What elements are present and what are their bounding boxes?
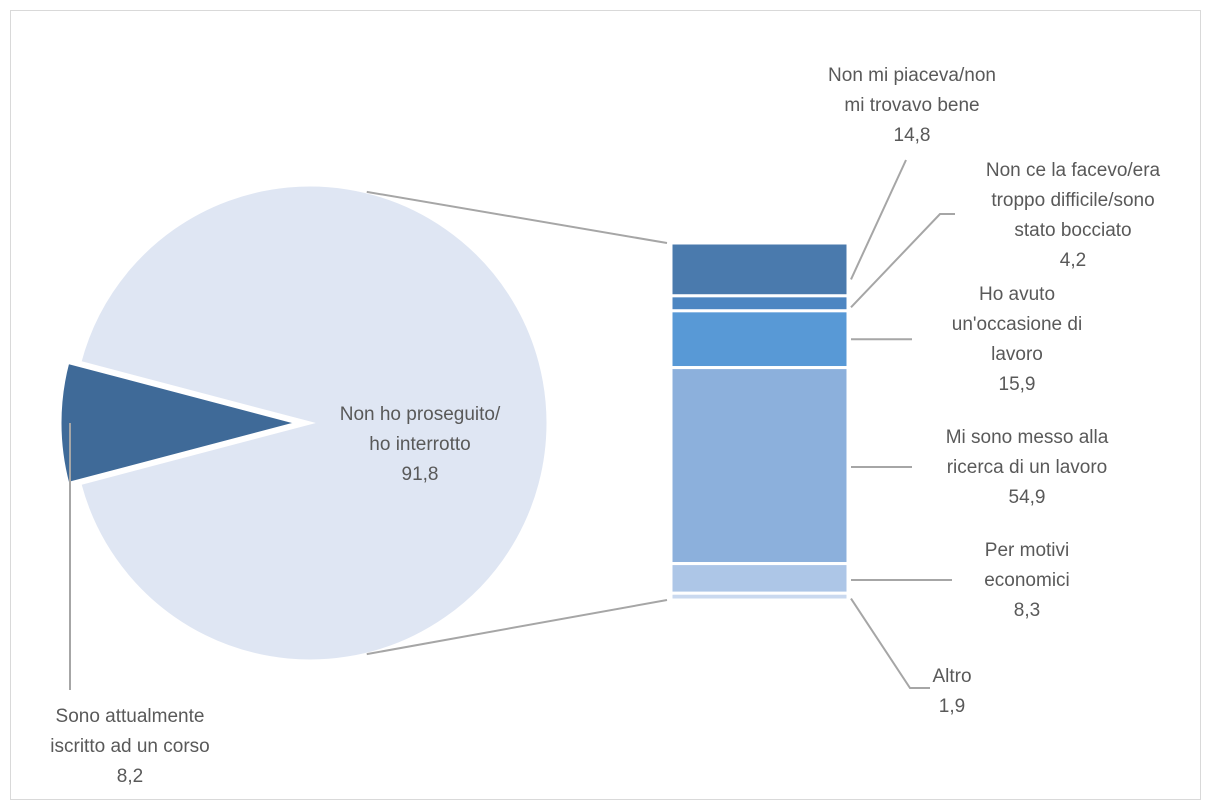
bar-label-2-line: Non ce la facevo/era — [986, 160, 1161, 181]
leader-line-segment-1 — [850, 159, 907, 280]
bar-segment-6 — [669, 591, 850, 602]
bar-label-3-line: lavoro — [991, 344, 1043, 365]
bar-label-4-line: Mi sono messo alla — [946, 427, 1109, 448]
bar-label-1-value: 14,8 — [894, 125, 931, 146]
pie-label-not-continued: Non ho proseguito/ho interrotto 91,8 — [340, 404, 501, 485]
bar-label-1-line: Non mi piaceva/non — [828, 65, 996, 86]
bar-label-1: Non mi piaceva/non mi trovavo bene 14,8 — [828, 65, 996, 146]
bar-segment-5 — [669, 562, 850, 595]
pie-label-not-continued-line: ho interrotto — [369, 434, 470, 455]
bar-label-6-line: Altro — [932, 666, 971, 687]
bar-label-5-value: 8,3 — [1014, 600, 1040, 621]
pie-label-currently-enrolled-line: iscritto ad un corso — [50, 736, 209, 757]
bar-label-6-value: 1,9 — [939, 696, 965, 717]
bar-label-2: Non ce la facevo/era troppo difficile/son… — [986, 160, 1161, 271]
leader-line-segment-2 — [850, 213, 955, 309]
bar-label-2-line: troppo difficile/sono — [991, 190, 1154, 211]
bar-label-3-line: Ho avuto — [979, 284, 1055, 305]
connector-line-top — [366, 190, 668, 244]
bar-label-3-line: un'occasione di — [952, 314, 1082, 335]
bar-label-2-line: stato bocciato — [1014, 220, 1131, 241]
bar-label-5-line: Per motivi — [985, 540, 1069, 561]
bar-label-2-value: 4,2 — [1060, 250, 1086, 271]
bar-segment-3 — [669, 309, 850, 370]
bar-segment-4 — [669, 366, 850, 566]
pie-slice-not-continued — [78, 183, 550, 663]
bar-label-6: Altro 1,9 — [932, 666, 971, 717]
pie-label-currently-enrolled-value: 8,2 — [117, 766, 143, 787]
bar-label-4-value: 54,9 — [1009, 487, 1046, 508]
pie-slice-currently-enrolled — [58, 360, 304, 486]
pie-label-currently-enrolled: Sono attualmente iscritto ad un corso 8,2 — [50, 706, 209, 787]
bar-label-4: Mi sono messo alla ricerca di un lavoro 54… — [946, 427, 1109, 508]
bar-label-4-line: ricerca di un lavoro — [947, 457, 1108, 478]
bar-segment-1 — [669, 241, 850, 298]
bar-label-3-value: 15,9 — [999, 374, 1036, 395]
pie-label-not-continued-line: Non ho proseguito/ — [340, 404, 501, 425]
bar-label-1-line: mi trovavo bene — [844, 95, 979, 116]
bar-label-5: Per motivi economici 8,3 — [984, 540, 1070, 621]
bar-label-3: Ho avuto un'occasione di lavoro 15,9 — [952, 284, 1082, 395]
pie-label-not-continued-value: 91,8 — [402, 464, 439, 485]
bar-segment-2 — [669, 294, 850, 313]
connector-line-bottom — [366, 599, 668, 656]
leader-line-segment-6 — [850, 598, 930, 689]
pie-label-currently-enrolled-line: Sono attualmente — [56, 706, 205, 727]
bar-label-5-line: economici — [984, 570, 1070, 591]
